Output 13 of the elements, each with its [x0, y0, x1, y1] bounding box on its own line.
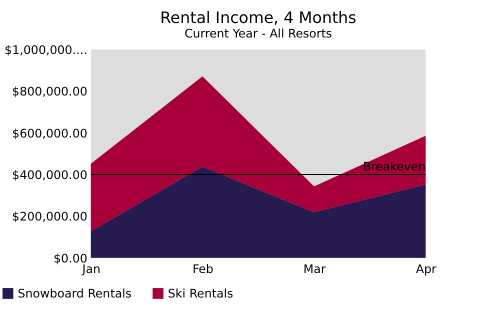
y-tick-label: $800,000.00 [12, 84, 88, 99]
y-tick-label: $600,000.00 [12, 126, 88, 140]
x-tick-label: Feb [192, 262, 214, 276]
x-tick-label: Mar [303, 262, 326, 276]
y-tick-label: $1,000,000.... [4, 42, 88, 57]
y-tick-label: $400,000.00 [12, 168, 88, 182]
legend-label: Snowboard Rentals [18, 286, 132, 300]
chart-title: Rental Income, 4 Months [160, 8, 356, 27]
legend-label: Ski Rentals [168, 286, 234, 300]
y-tick-label: $200,000.00 [12, 210, 88, 224]
ref-line-label: Breakeven [362, 160, 426, 174]
chart-subtitle: Current Year - All Resorts [184, 26, 332, 41]
x-tick-label: Apr [416, 262, 437, 276]
